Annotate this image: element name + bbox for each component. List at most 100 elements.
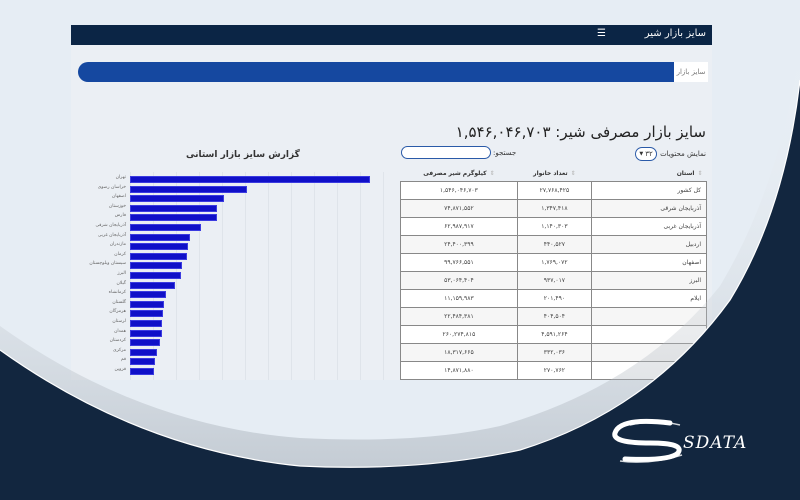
province-table: ⇕استان ⇕تعداد خانوار ⇕کیلوگرم شیر مصرفی …	[400, 165, 707, 380]
cell-province: اردبیل	[591, 235, 707, 254]
bar-label: گیلان	[116, 280, 127, 286]
entries-select-value: ۳۲	[645, 150, 653, 158]
chart-bar[interactable]	[130, 320, 163, 327]
table-row: کل کشور ۲۷,۷۶۸,۴۲۵ ۱,۵۴۶,۰۴۶,۷۰۳	[400, 181, 707, 200]
chart-bar[interactable]	[130, 310, 164, 318]
table-row: اردبیل ۴۴۰,۵۲۷ ۲۴,۴۰۰,۳۹۹	[400, 235, 707, 254]
table-row: آذربایجان غربی ۱,۱۴۰,۳۰۳ ۶۲,۹۸۷,۹۱۷	[400, 217, 707, 236]
table-row: ۴,۵۹۱,۲۶۴ ۲۶۰,۲۷۴,۸۱۵	[400, 325, 707, 344]
sort-icon: ⇕	[489, 169, 495, 177]
chart-bar[interactable]	[130, 272, 181, 279]
page-title: سایز بازار مصرفی شیر: ۱,۵۴۶,۰۴۶,۷۰۳	[455, 123, 706, 141]
table-row: آذربایجان شرقی ۱,۳۴۷,۴۱۸ ۷۴,۸۷۱,۵۵۲	[400, 199, 707, 218]
chart-bar-row: لرستان	[71, 319, 396, 327]
breadcrumb-item[interactable]: سایز بازار	[676, 68, 706, 76]
cell-kg: ۲۴,۴۰۰,۳۹۹	[400, 235, 518, 254]
cell-province	[591, 343, 707, 362]
cell-households: ۱,۱۴۰,۳۰۳	[516, 217, 593, 236]
chart-bar-row: فارس	[71, 213, 396, 222]
chart-bar-row: البرز	[71, 271, 396, 279]
cell-households: ۹۳۷,۰۱۷	[516, 271, 593, 290]
cell-households: ۲۷,۷۶۸,۴۲۵	[516, 181, 593, 200]
bar-label: خراسان رضوی	[97, 184, 126, 190]
table-row: ۴۰۴,۵۰۴ ۲۲,۴۸۴,۳۸۱	[400, 307, 707, 326]
bar-label: همدان	[114, 328, 126, 334]
sort-icon: ⇕	[697, 169, 703, 177]
bar-label: خوزستان	[108, 203, 126, 209]
cell-province	[591, 307, 707, 326]
bar-label: هرمزگان	[109, 309, 126, 315]
chart-bar[interactable]	[130, 291, 166, 299]
show-entries-control: نمایش محتویات ۳۲ ▼	[635, 147, 706, 161]
bar-label: قم	[120, 357, 126, 363]
chart-bar[interactable]	[130, 185, 248, 193]
sort-icon: ⇕	[570, 169, 576, 177]
chart-bar[interactable]	[130, 204, 218, 212]
chart-bar[interactable]	[130, 252, 187, 260]
chart-bar-row: مرکزی	[71, 347, 396, 356]
column-header-households[interactable]: ⇕تعداد خانوار	[533, 169, 576, 177]
cell-kg: ۵۳,۰۶۴,۴۰۴	[400, 271, 518, 290]
cell-kg: ۶۲,۹۸۷,۹۱۷	[400, 217, 518, 236]
breadcrumb[interactable]: سایز بازار	[674, 62, 708, 82]
chart-bar-row: هرمزگان	[71, 309, 396, 318]
chart-bar[interactable]	[130, 358, 155, 366]
cell-households: ۲۷۰,۷۶۲	[516, 361, 593, 380]
column-header-milk-kg[interactable]: ⇕کیلوگرم شیر مصرفی	[423, 169, 495, 177]
chart-bar[interactable]	[130, 214, 218, 222]
chart-bar[interactable]	[130, 329, 163, 337]
chart-bar-row: گیلان	[71, 280, 396, 289]
chevron-down-icon: ▼	[639, 151, 644, 157]
chart-bar[interactable]	[130, 300, 165, 308]
hamburger-icon[interactable]: ☰	[597, 28, 606, 39]
cell-households: ۲۰۱,۴۹۰	[516, 289, 593, 308]
bar-label: کردستان	[109, 338, 126, 344]
table-row: البرز ۹۳۷,۰۱۷ ۵۳,۰۶۴,۴۰۴	[400, 271, 707, 290]
chart-bar-row: آذربایجان غربی	[71, 233, 396, 241]
chart-bar[interactable]	[130, 281, 176, 289]
chart-bar-row: اصفهان	[71, 194, 396, 203]
chart-bar-row: کرمانشاه	[71, 290, 396, 299]
chart-bar[interactable]	[130, 262, 183, 270]
chart-bar[interactable]	[130, 339, 161, 347]
cell-province: البرز	[591, 271, 707, 290]
cell-households: ۳۳۲,۰۳۶	[516, 343, 593, 362]
cell-province: آذربایجان غربی	[591, 217, 707, 236]
bar-label: مازندران	[109, 242, 126, 248]
search-control: جستجو:	[401, 146, 516, 159]
chart-bar[interactable]	[130, 233, 190, 241]
chart-bar[interactable]	[130, 243, 188, 251]
bar-label: اصفهان	[111, 194, 126, 200]
chart-bar[interactable]	[130, 224, 201, 231]
table-row: اصفهان ۱,۷۶۹,۰۷۲ ۹۹,۷۶۶,۵۵۱	[400, 253, 707, 272]
chart-bar[interactable]	[130, 176, 370, 183]
column-header-province[interactable]: ⇕استان	[676, 169, 703, 177]
chart-bar[interactable]	[130, 368, 154, 375]
chart-bar-row: کردستان	[71, 338, 396, 347]
top-navbar: سایز بازار شیر ☰	[71, 25, 712, 45]
cell-kg: ۲۶۰,۲۷۴,۸۱۵	[400, 325, 518, 344]
chart-bar-row: گلستان	[71, 300, 396, 308]
bar-label: قزوین	[114, 367, 127, 372]
cell-province: کل کشور	[591, 181, 707, 200]
cell-kg: ۹۹,۷۶۶,۵۵۱	[400, 253, 518, 272]
bar-label: مرکزی	[112, 347, 126, 353]
cell-kg: ۲۲,۴۸۴,۳۸۱	[400, 307, 518, 326]
show-entries-label: نمایش محتویات	[660, 150, 706, 158]
bar-label: کرمانشاه	[108, 290, 126, 296]
entries-select[interactable]: ۳۲ ▼	[635, 147, 658, 161]
chart-bar-row: آذربایجان شرقی	[71, 223, 396, 231]
cell-province: اصفهان	[591, 253, 707, 272]
table-row: ایلام ۲۰۱,۴۹۰ ۱۱,۱۵۹,۹۸۳	[400, 289, 707, 308]
chart-bar[interactable]	[130, 195, 224, 203]
cell-households: ۴۴۰,۵۲۷	[516, 235, 593, 254]
chart-bar-row: تهران	[71, 175, 396, 183]
cell-kg: ۷۴,۸۷۱,۵۵۲	[400, 199, 518, 218]
cell-households: ۴,۵۹۱,۲۶۴	[516, 325, 593, 344]
chart-bar-row: سیستان وبلوچستان	[71, 261, 396, 270]
app-title: سایز بازار شیر	[644, 28, 706, 39]
search-label: جستجو:	[493, 148, 517, 157]
chart-bar[interactable]	[130, 348, 157, 356]
chart-bar-row: همدان	[71, 328, 396, 337]
search-input[interactable]	[401, 146, 491, 159]
